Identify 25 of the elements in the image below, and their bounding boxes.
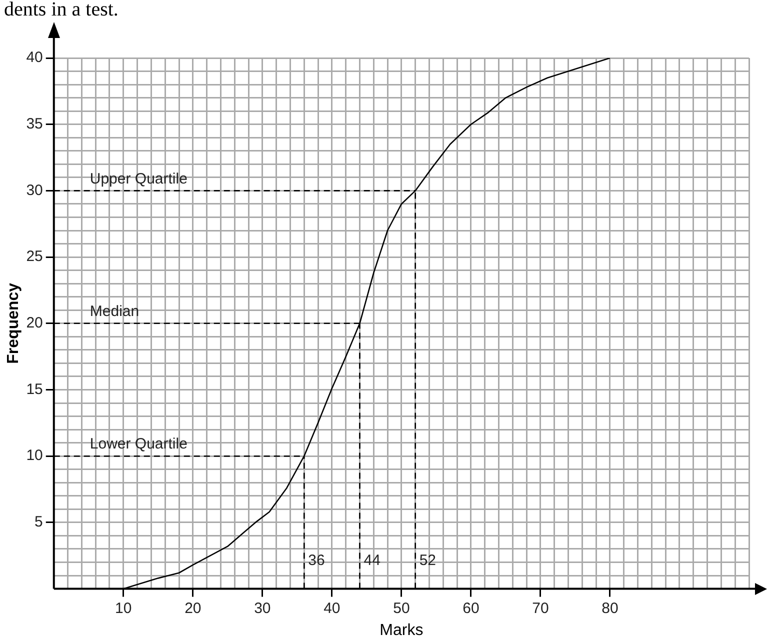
x-tick-label: 10	[115, 600, 132, 617]
x-tick-label: 30	[254, 600, 271, 617]
y-tick-label: 40	[26, 49, 43, 66]
x-tick-label: 70	[532, 600, 549, 617]
x-tick-label: 40	[324, 600, 340, 617]
x-tick-label: 20	[184, 600, 202, 617]
ref-line-label: 52	[419, 552, 436, 569]
y-tick-label: 15	[26, 380, 43, 398]
y-tick-label: 25	[26, 248, 43, 266]
y-tick-label: 10	[26, 447, 43, 464]
y-tick-label: 20	[26, 314, 43, 332]
ref-line-label: 36	[308, 552, 325, 569]
x-axis-title: Marks	[380, 622, 424, 639]
text: dents in a test.	[4, 0, 118, 20]
y-tick-label: 30	[26, 182, 43, 199]
ref-line-label: 44	[364, 552, 380, 569]
x-tick-label: 80	[602, 600, 618, 617]
y-tick-label: 5	[34, 514, 43, 531]
ref-line-label: Upper Quartile	[90, 170, 188, 188]
y-tick-label: 35	[26, 115, 43, 132]
ref-line-label: Lower Quartile	[90, 436, 188, 453]
ref-line-label: Median	[90, 303, 140, 320]
x-tick-label: 60	[462, 600, 480, 617]
x-tick-label: 50	[393, 600, 410, 617]
y-axis-title: Frequency	[5, 282, 22, 364]
